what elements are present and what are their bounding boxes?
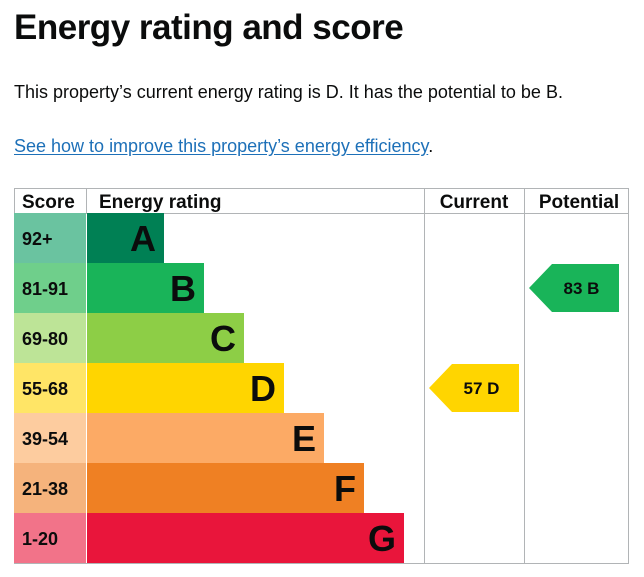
potential-rating-arrow-label: 83 B	[564, 279, 600, 298]
rating-bar	[87, 513, 404, 563]
rating-bar	[87, 463, 364, 513]
current-rating-arrow-label: 57 D	[464, 379, 500, 398]
rating-band-c: 69-80 C	[14, 313, 244, 363]
score-range: 69-80	[22, 329, 68, 349]
score-cell	[14, 313, 86, 363]
rating-letter: B	[170, 268, 196, 309]
score-range: 1-20	[22, 529, 58, 549]
rating-bar	[87, 363, 284, 413]
score-cell	[14, 363, 86, 413]
score-cell	[14, 263, 86, 313]
potential-rating-arrow: 83 B	[529, 264, 619, 312]
rating-band-g: 1-20 G	[14, 513, 404, 563]
rating-bar	[87, 413, 324, 463]
score-range: 21-38	[22, 479, 68, 499]
score-range: 55-68	[22, 379, 68, 399]
score-cell	[14, 413, 86, 463]
rating-letter: E	[292, 418, 316, 459]
header-potential: Potential	[539, 192, 619, 213]
rating-summary: This property’s current energy rating is…	[14, 82, 563, 102]
rating-band-d: 55-68 D	[14, 363, 284, 413]
rating-letter: C	[210, 318, 236, 359]
rating-letter: A	[130, 218, 156, 259]
current-rating-arrow-shape	[429, 364, 519, 412]
rating-bar	[87, 313, 244, 363]
score-cell	[14, 463, 86, 513]
rating-band-a: 92+ A	[14, 213, 164, 263]
score-range: 81-91	[22, 279, 68, 299]
energy-rating-svg: Score Energy rating Current Potential 92…	[14, 188, 629, 564]
header-current: Current	[440, 192, 509, 213]
header-energy-rating: Energy rating	[99, 192, 221, 213]
header-score: Score	[22, 192, 75, 213]
improve-paragraph: See how to improve this property’s energ…	[14, 134, 433, 158]
rating-letter: G	[368, 518, 396, 559]
score-range: 92+	[22, 229, 53, 249]
score-cell	[14, 213, 86, 263]
rating-arrows: 57 D 83 B	[429, 264, 619, 412]
rating-bar	[87, 213, 164, 263]
rating-letter: D	[250, 368, 276, 409]
rating-letter: F	[334, 468, 356, 509]
rating-band-b: 81-91 B	[14, 263, 204, 313]
page-title: Energy rating and score	[14, 8, 404, 47]
rating-band-e: 39-54 E	[14, 413, 324, 463]
score-cell	[14, 513, 86, 563]
improve-efficiency-link[interactable]: See how to improve this property’s energ…	[14, 136, 429, 156]
rating-band-f: 21-38 F	[14, 463, 364, 513]
rating-bands: 92+ A 81-91 B 69-80 C 55-68 D 39-54 E 21-38 F 1-20 G	[14, 213, 404, 563]
current-rating-arrow: 57 D	[429, 364, 519, 412]
score-range: 39-54	[22, 429, 68, 449]
link-suffix: .	[428, 136, 434, 156]
energy-rating-chart: Score Energy rating Current Potential 92…	[14, 188, 629, 564]
potential-rating-arrow-shape	[529, 264, 619, 312]
rating-bar	[87, 263, 204, 313]
